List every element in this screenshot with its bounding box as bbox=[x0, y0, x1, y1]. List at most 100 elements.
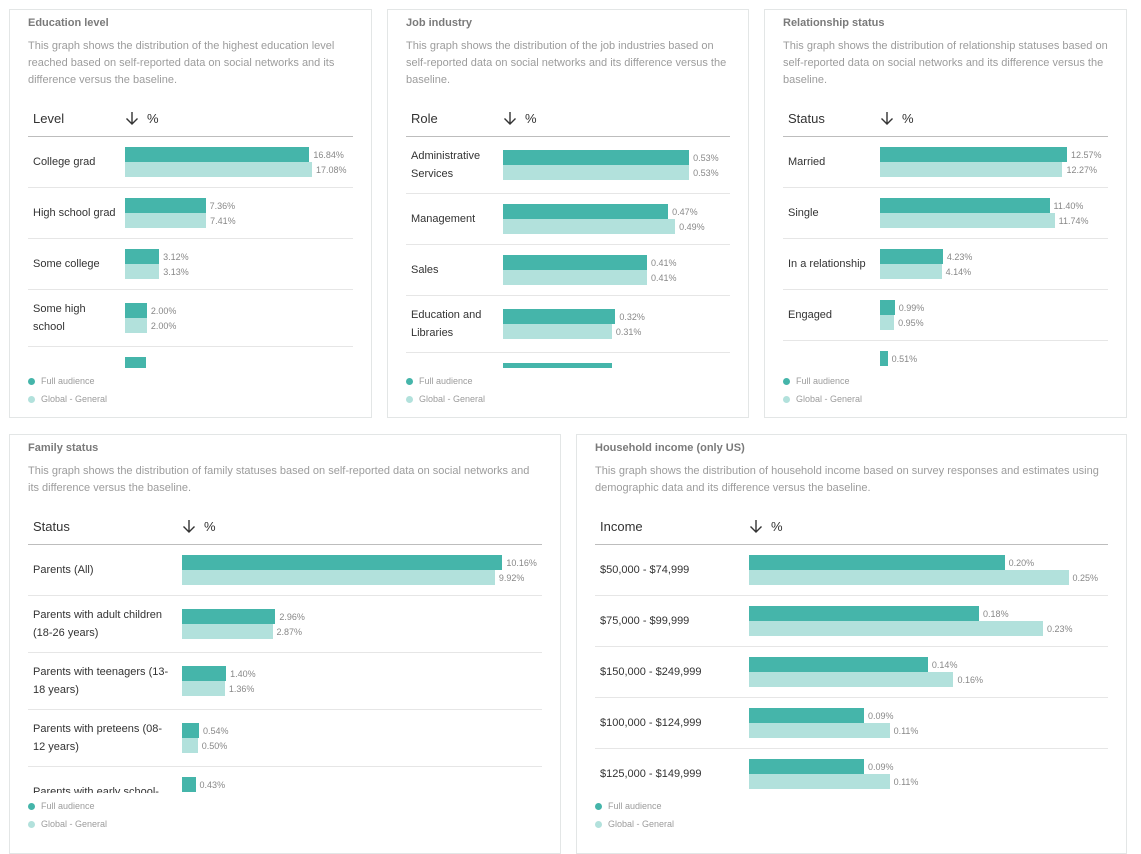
panel-body: Family status This graph shows the distri… bbox=[28, 435, 542, 793]
legend: Full audience Global - General bbox=[595, 797, 674, 833]
row-label: College grad bbox=[33, 156, 96, 168]
bar bbox=[749, 606, 980, 621]
table-row: Parents with preteens (08-12 years) 0.54%… bbox=[28, 710, 542, 767]
bar bbox=[182, 777, 196, 792]
value-label: 2.96% bbox=[279, 611, 305, 622]
value-label: 0.99% bbox=[898, 302, 925, 313]
value-header-text: % bbox=[204, 518, 216, 534]
bar bbox=[125, 147, 310, 162]
legend-swatch bbox=[783, 395, 790, 403]
bar bbox=[503, 219, 676, 234]
bar-line: 0.25% bbox=[749, 570, 1108, 585]
legend-label: Full audience bbox=[41, 801, 95, 811]
legend-label: Full audience bbox=[419, 376, 473, 386]
table-header: Status% bbox=[783, 100, 1108, 137]
bar bbox=[880, 162, 1063, 177]
table-row: Parents with adult children (18-26 years… bbox=[28, 596, 542, 653]
legend: Full audience Global - General bbox=[28, 797, 107, 833]
legend-swatch bbox=[28, 395, 35, 403]
value-header: % bbox=[125, 111, 159, 126]
bar bbox=[125, 198, 206, 213]
table-row: Single 11.40% 11.74% bbox=[783, 188, 1108, 239]
value-label: 17.08% bbox=[315, 164, 347, 175]
sort-arrow[interactable] bbox=[182, 519, 196, 533]
panel-title: Family status bbox=[28, 442, 99, 454]
bar-line: 3.13% bbox=[125, 264, 353, 279]
label-header: Role bbox=[411, 110, 438, 126]
value-label: 7.41% bbox=[210, 215, 236, 226]
bar-line: 16.84% bbox=[125, 147, 353, 162]
legend-item: Full audience bbox=[595, 797, 674, 815]
sort-arrow[interactable] bbox=[503, 111, 517, 125]
value-label: 2.00% bbox=[150, 320, 177, 331]
bar-cell: 1.40% 1.36% bbox=[182, 666, 542, 696]
table-row: Some high school 2.00% 2.00% bbox=[28, 290, 353, 347]
legend-item: Global - General bbox=[28, 390, 107, 408]
table-row: Management 0.47% 0.49% bbox=[406, 194, 730, 245]
legend-item: Full audience bbox=[28, 372, 107, 390]
value-label: 0.50% bbox=[201, 740, 228, 751]
legend-swatch bbox=[783, 377, 790, 385]
row-label: Management bbox=[411, 213, 476, 225]
value-label: 0.20% bbox=[1008, 557, 1035, 568]
bar-line: 0.47% bbox=[503, 204, 730, 219]
value-label: 1.40% bbox=[230, 668, 256, 679]
bar bbox=[182, 624, 273, 639]
table-row: Sales 0.41% 0.41% bbox=[406, 245, 730, 296]
row-label: $150,000 - $249,999 bbox=[600, 666, 702, 678]
value-label: 11.74% bbox=[1058, 215, 1089, 226]
bar-line: 4.23% bbox=[880, 249, 1108, 264]
bar-line: 0.50% bbox=[182, 738, 542, 753]
table-row: $125,000 - $149,999 0.09% 0.11% bbox=[595, 749, 1108, 793]
table-header: Status% bbox=[28, 508, 542, 545]
bar-line: 2.87% bbox=[182, 624, 542, 639]
legend-swatch bbox=[28, 377, 35, 385]
bar bbox=[880, 249, 943, 264]
legend-label: Global - General bbox=[41, 819, 108, 829]
panel-body: Relationship status This graph shows the … bbox=[783, 10, 1108, 368]
legend-label: Global - General bbox=[608, 819, 675, 829]
bar-cell: 12.57% 12.27% bbox=[880, 147, 1108, 177]
panel: Education level This graph shows the dist… bbox=[9, 9, 372, 418]
table-header: Income% bbox=[595, 508, 1108, 545]
bar-line: 2.00% bbox=[125, 318, 353, 333]
bar-line: 0.43% bbox=[182, 777, 542, 792]
bar-cell: 11.40% 11.74% bbox=[880, 198, 1108, 228]
sort-arrow[interactable] bbox=[749, 519, 763, 533]
legend-label: Global - General bbox=[419, 394, 486, 404]
table: Role% Administrative Services 0.53% 0.53% Ma… bbox=[406, 100, 730, 368]
bar bbox=[125, 318, 147, 333]
panel: Relationship status This graph shows the … bbox=[764, 9, 1127, 418]
value-label: 0.31% bbox=[615, 326, 642, 337]
legend-swatch bbox=[28, 820, 35, 828]
bar bbox=[182, 555, 503, 570]
bar-line: 0.09% bbox=[749, 759, 1108, 774]
table-row: High school grad 7.36% 7.41% bbox=[28, 188, 353, 239]
table: Status% Parents (All) 10.16% 9.92% Parents w… bbox=[28, 508, 542, 793]
table-header: Level% bbox=[28, 100, 353, 137]
sort-arrow[interactable] bbox=[125, 111, 139, 125]
bar-line: 0.31% bbox=[503, 324, 730, 339]
bar bbox=[749, 723, 890, 738]
bar bbox=[749, 621, 1043, 636]
bar-line: 0.99% bbox=[880, 300, 1108, 315]
row-label: $100,000 - $124,999 bbox=[600, 717, 702, 729]
bar-line: 11.40% bbox=[880, 198, 1108, 213]
value-label: 7.36% bbox=[209, 200, 236, 211]
value-label: 4.14% bbox=[945, 266, 972, 277]
sort-arrow[interactable] bbox=[880, 111, 894, 125]
table-row: $150,000 - $249,999 0.14% 0.16% bbox=[595, 647, 1108, 698]
value-label: 0.32% bbox=[619, 311, 645, 322]
row-label: Parents with preteens (08-12 years) bbox=[33, 723, 163, 753]
value-label: 2.00% bbox=[150, 305, 177, 316]
table-row: Education and Libraries 0.32% 0.31% bbox=[406, 296, 730, 353]
bar-cell: 2.00% 2.00% bbox=[125, 303, 353, 333]
value-label: 0.49% bbox=[679, 221, 705, 232]
table-row: Parents with early school- 0.43% bbox=[28, 767, 542, 793]
panel-body: Household income (only US) This graph sho… bbox=[595, 435, 1108, 793]
bar-line: 7.41% bbox=[125, 213, 353, 228]
value-label: 11.40% bbox=[1053, 200, 1084, 211]
legend: Full audience Global - General bbox=[28, 372, 107, 408]
bar bbox=[749, 672, 954, 687]
table-row: Parents (All) 10.16% 9.92% bbox=[28, 545, 542, 596]
